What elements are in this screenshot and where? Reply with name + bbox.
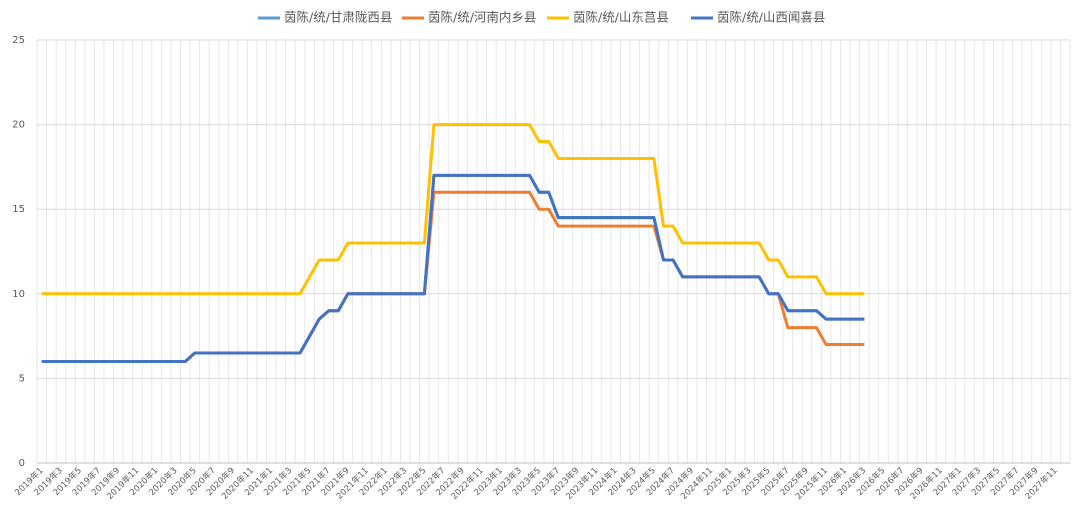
legend-label: 茵陈/统/山西闻喜县 [717, 10, 825, 25]
series-line [41, 173, 865, 363]
y-tick-label: 10 [12, 289, 25, 300]
legend-label: 茵陈/统/山东莒县 [573, 10, 669, 25]
y-tick-label: 15 [12, 204, 25, 215]
legend-label: 茵陈/统/甘肃陇西县 [284, 10, 392, 25]
legend-label: 茵陈/统/河南内乡县 [428, 10, 536, 25]
y-tick-label: 5 [19, 373, 25, 384]
series-line [41, 123, 865, 296]
y-tick-label: 0 [19, 458, 25, 469]
y-tick-label: 25 [12, 35, 25, 46]
y-tick-label: 20 [12, 120, 25, 131]
